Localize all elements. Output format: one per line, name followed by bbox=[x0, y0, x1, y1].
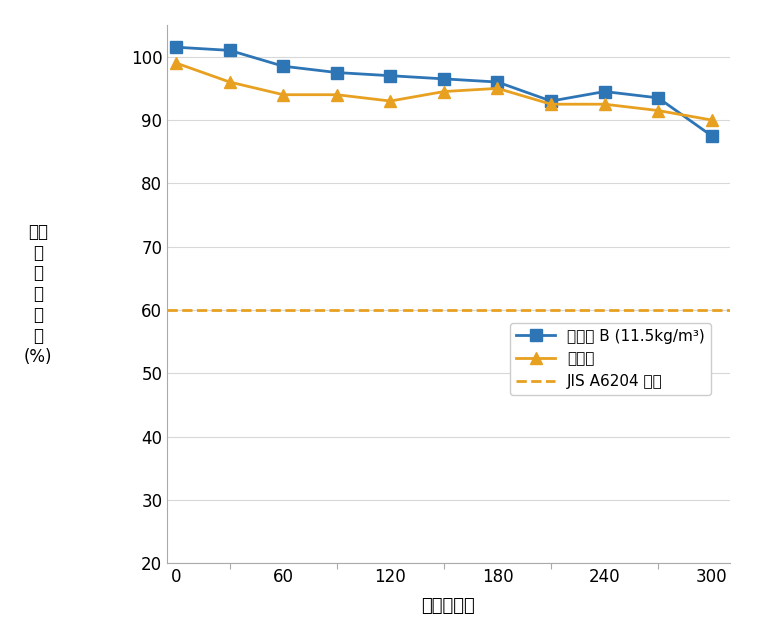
添加例 B (11.5kg/m³) bbox=[546, 97, 556, 105]
無添加 bbox=[332, 91, 341, 98]
添加例 B (11.5kg/m³) bbox=[493, 78, 502, 86]
無添加 bbox=[654, 107, 663, 115]
Line: 添加例 B (11.5kg/m³): 添加例 B (11.5kg/m³) bbox=[170, 42, 717, 141]
添加例 B (11.5kg/m³) bbox=[439, 75, 448, 83]
添加例 B (11.5kg/m³) bbox=[600, 88, 610, 95]
無添加 bbox=[708, 116, 717, 124]
無添加 bbox=[386, 97, 395, 105]
JIS A6204 下限 bbox=[173, 306, 182, 314]
無添加 bbox=[546, 100, 556, 108]
添加例 B (11.5kg/m³) bbox=[386, 72, 395, 80]
Text: 相対
動
弾
性
係
数
(%): 相対 動 弾 性 係 数 (%) bbox=[24, 223, 52, 366]
添加例 B (11.5kg/m³) bbox=[172, 43, 181, 51]
無添加 bbox=[600, 100, 610, 108]
無添加 bbox=[172, 59, 181, 67]
Line: 無添加: 無添加 bbox=[170, 57, 718, 126]
添加例 B (11.5kg/m³) bbox=[279, 63, 288, 70]
無添加 bbox=[493, 85, 502, 92]
無添加 bbox=[279, 91, 288, 98]
添加例 B (11.5kg/m³) bbox=[225, 46, 234, 54]
無添加 bbox=[225, 78, 234, 86]
JIS A6204 下限 bbox=[172, 306, 181, 314]
X-axis label: サイクル数: サイクル数 bbox=[422, 597, 475, 615]
添加例 B (11.5kg/m³) bbox=[708, 132, 717, 140]
添加例 B (11.5kg/m³) bbox=[332, 69, 341, 76]
無添加 bbox=[439, 88, 448, 95]
Legend: 添加例 B (11.5kg/m³), 無添加, JIS A6204 下限: 添加例 B (11.5kg/m³), 無添加, JIS A6204 下限 bbox=[510, 322, 711, 395]
添加例 B (11.5kg/m³) bbox=[654, 94, 663, 101]
